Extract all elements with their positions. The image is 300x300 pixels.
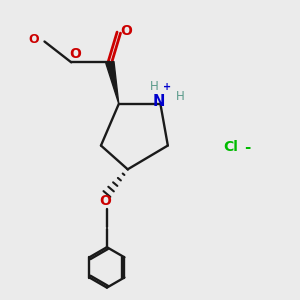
Text: -: - — [244, 140, 251, 154]
Text: O: O — [28, 33, 38, 46]
Text: H: H — [176, 90, 185, 103]
Text: N: N — [153, 94, 165, 109]
Text: Cl: Cl — [223, 140, 238, 154]
Text: H: H — [149, 80, 158, 93]
Text: +: + — [163, 82, 171, 92]
Text: O: O — [69, 47, 81, 61]
Polygon shape — [106, 61, 119, 104]
Text: O: O — [100, 194, 111, 208]
Text: O: O — [120, 24, 132, 38]
